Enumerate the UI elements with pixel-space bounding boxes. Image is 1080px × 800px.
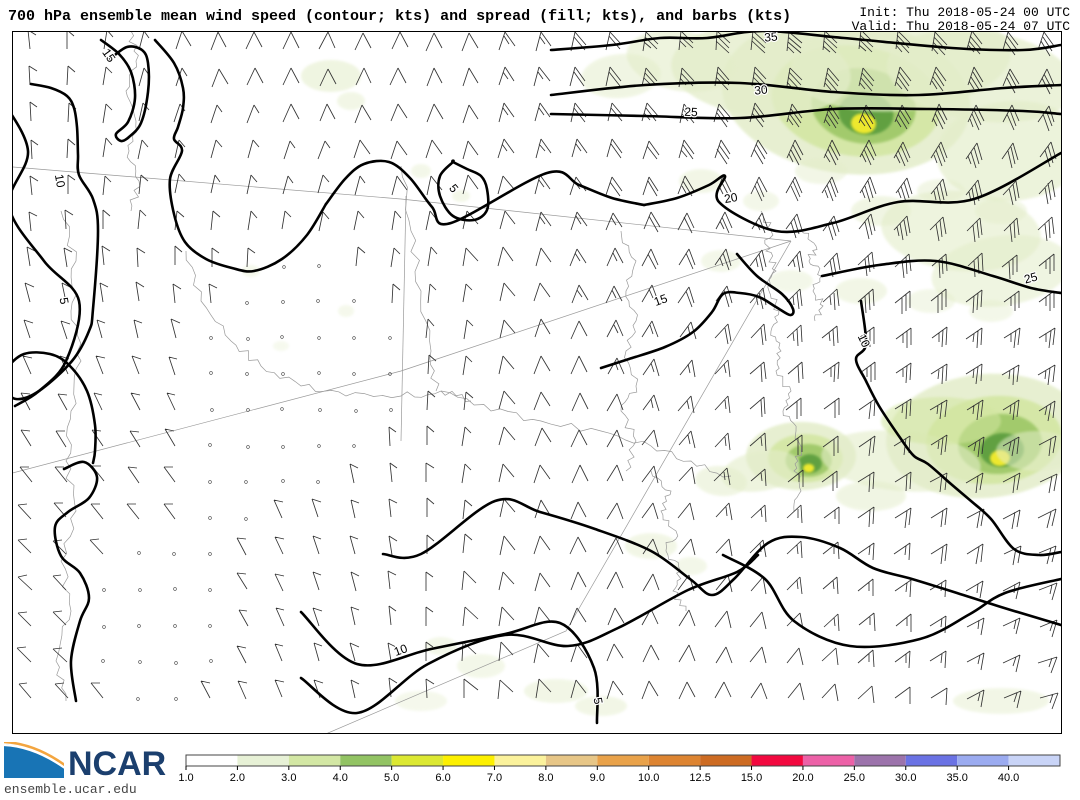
svg-text:15.0: 15.0 <box>741 772 762 784</box>
svg-text:4.0: 4.0 <box>333 772 348 784</box>
svg-text:8.0: 8.0 <box>538 772 553 784</box>
svg-text:25: 25 <box>684 105 698 119</box>
svg-text:25.0: 25.0 <box>844 772 865 784</box>
svg-text:3.0: 3.0 <box>281 772 296 784</box>
svg-text:1.0: 1.0 <box>178 772 193 784</box>
svg-text:2.0: 2.0 <box>230 772 245 784</box>
svg-text:ensemble.ucar.edu: ensemble.ucar.edu <box>4 782 137 797</box>
svg-text:30: 30 <box>754 82 769 97</box>
svg-text:10: 10 <box>52 173 68 189</box>
svg-text:6.0: 6.0 <box>435 772 450 784</box>
svg-text:20: 20 <box>723 190 739 206</box>
svg-text:35.0: 35.0 <box>946 772 967 784</box>
svg-text:40.0: 40.0 <box>998 772 1019 784</box>
svg-text:5.0: 5.0 <box>384 772 399 784</box>
svg-text:35: 35 <box>764 32 779 45</box>
svg-text:9.0: 9.0 <box>590 772 605 784</box>
svg-text:12.5: 12.5 <box>689 772 710 784</box>
svg-text:10.0: 10.0 <box>638 772 659 784</box>
svg-text:7.0: 7.0 <box>487 772 502 784</box>
svg-text:30.0: 30.0 <box>895 772 916 784</box>
svg-text:20.0: 20.0 <box>792 772 813 784</box>
svg-text:NCAR: NCAR <box>68 745 166 783</box>
